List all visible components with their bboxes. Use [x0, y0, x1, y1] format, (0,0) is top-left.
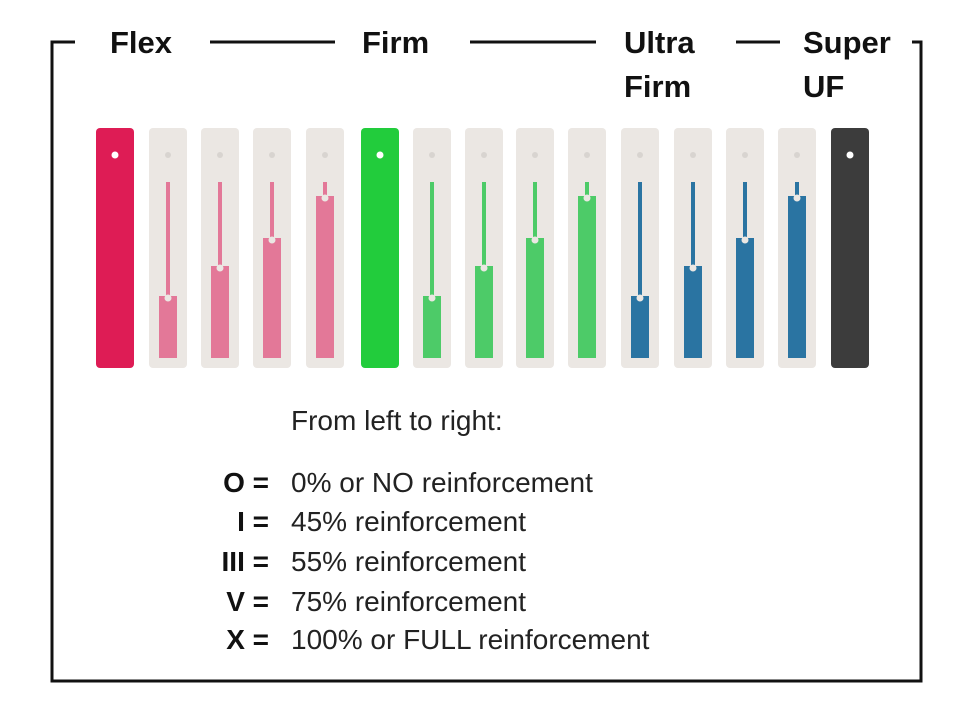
legend-text: 55% reinforcement	[291, 546, 526, 577]
legend-key: I =	[237, 506, 269, 537]
strip-hole	[584, 152, 590, 158]
legend-key: X =	[226, 624, 269, 655]
legend-text: 0% or NO reinforcement	[291, 467, 593, 498]
strip-hole	[481, 152, 487, 158]
reinforcement	[631, 296, 649, 358]
reinforcement-notch	[636, 294, 644, 302]
legend-intro: From left to right:	[291, 405, 503, 436]
reinforcement	[788, 196, 806, 358]
reinforcement-notch	[741, 236, 749, 244]
group-label: Flex	[110, 25, 173, 60]
strip-hole	[269, 152, 275, 158]
strip-hole	[742, 152, 748, 158]
reinforcement	[684, 266, 702, 358]
group-label: Ultra	[624, 25, 695, 60]
reinforcement-notch	[480, 264, 488, 272]
reinforcement-notch	[164, 294, 172, 302]
reinforcement-notch	[268, 236, 276, 244]
legend-key: O =	[223, 467, 269, 498]
strip-hole	[429, 152, 435, 158]
group-label: UF	[803, 69, 844, 104]
strip-hole	[794, 152, 800, 158]
reinforcement	[578, 196, 596, 358]
strip	[831, 128, 869, 368]
frame	[50, 40, 923, 683]
reinforcement-notch	[428, 294, 436, 302]
legend: O = 0% or NO reinforcement I = 45% reinforc…	[222, 467, 650, 655]
reinforcement-line	[795, 182, 799, 196]
reinforcement	[423, 296, 441, 358]
frame-border	[50, 40, 923, 683]
legend-key: III =	[222, 546, 269, 577]
reinforcement	[263, 238, 281, 358]
strip-hole	[111, 151, 119, 159]
reinforcement-line	[585, 182, 589, 196]
sample-strips	[96, 128, 869, 368]
strip-hole	[846, 151, 854, 159]
strip-hole	[165, 152, 171, 158]
reinforcement-notch	[793, 194, 801, 202]
strip-hole	[690, 152, 696, 158]
reinforcement-line	[638, 182, 642, 296]
reinforcement	[316, 196, 334, 358]
reinforcement-notch	[583, 194, 591, 202]
reinforcement-line	[533, 182, 537, 238]
reinforcement	[159, 296, 177, 358]
legend-text: 45% reinforcement	[291, 506, 526, 537]
reinforcement-line	[482, 182, 486, 266]
reinforcement-notch	[689, 264, 697, 272]
reinforcement-notch	[216, 264, 224, 272]
reinforcement-line	[270, 182, 274, 238]
reinforcement-line	[691, 182, 695, 266]
reinforcement	[736, 238, 754, 358]
reinforcement	[211, 266, 229, 358]
reinforcement-line	[323, 182, 327, 196]
strip-hole	[322, 152, 328, 158]
strip	[96, 128, 134, 368]
legend-key: V =	[226, 586, 269, 617]
reinforcement-line	[166, 182, 170, 296]
reinforcement	[475, 266, 493, 358]
group-label: Firm	[362, 25, 429, 60]
legend-text: 100% or FULL reinforcement	[291, 624, 650, 655]
strip	[361, 128, 399, 368]
reinforcement-notch	[531, 236, 539, 244]
strip-hole	[217, 152, 223, 158]
strip-hole	[532, 152, 538, 158]
strip-hole	[376, 151, 384, 159]
reinforcement-line	[430, 182, 434, 296]
reinforcement-line	[743, 182, 747, 238]
group-label: Firm	[624, 69, 691, 104]
strip-hole	[637, 152, 643, 158]
reinforcement	[526, 238, 544, 358]
reinforcement-notch	[321, 194, 329, 202]
reinforcement-line	[218, 182, 222, 266]
legend-text: 75% reinforcement	[291, 586, 526, 617]
group-label: Super	[803, 25, 891, 60]
